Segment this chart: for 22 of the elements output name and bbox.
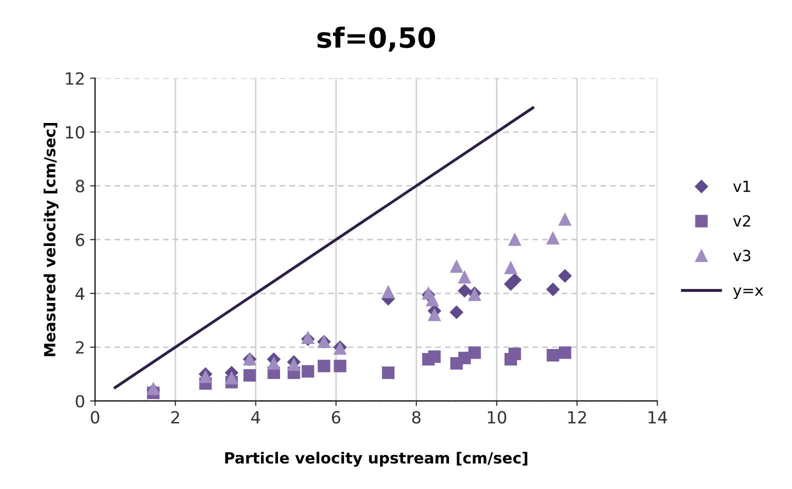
- legend-label: y=x: [733, 287, 764, 299]
- y-tick-label: 10: [66, 126, 84, 139]
- legend-label: v2: [733, 215, 750, 226]
- x-tick-label: 10: [488, 410, 506, 424]
- x-tick-label: 14: [648, 411, 668, 424]
- y-tick-label: 2: [76, 341, 84, 354]
- legend-label: v1: [733, 180, 750, 192]
- y-axis-title: Measured velocity [cm/sec]: [44, 122, 59, 356]
- y-tick-label: 4: [76, 288, 84, 300]
- x-axis-title: Particle velocity upstream [cm/sec]: [225, 452, 528, 467]
- y-tick-label: 6: [76, 234, 84, 246]
- x-tick-label: 12: [568, 410, 586, 424]
- legend-label: v3: [733, 250, 750, 262]
- y-tick-label: 8: [76, 180, 84, 192]
- x-tick-label: 8: [412, 410, 421, 424]
- x-tick-label: 2: [171, 410, 180, 424]
- x-tick-label: 4: [251, 411, 260, 424]
- y-tick-label: 12: [66, 72, 84, 85]
- y-tick-label: 0: [76, 394, 84, 408]
- chart-title: sf=0,50: [317, 26, 436, 52]
- x-tick-label: 0: [90, 410, 100, 424]
- x-tick-label: 6: [332, 410, 340, 424]
